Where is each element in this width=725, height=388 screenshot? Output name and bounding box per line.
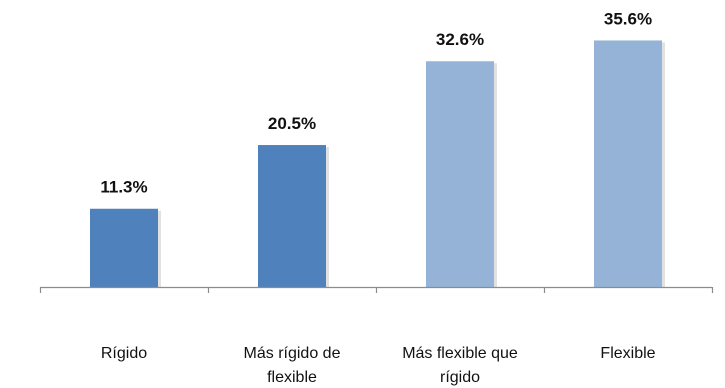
bar — [90, 209, 158, 287]
category-labels-group: Rígido Más rígido de flexible Más flexible … — [101, 345, 656, 386]
bar — [426, 61, 494, 287]
data-labels-group: 11.3% 20.5% 32.6% 35.6% — [100, 9, 652, 196]
bar — [594, 40, 662, 287]
bars-group — [90, 40, 665, 287]
bar — [258, 145, 326, 287]
category-label: Más rígido de flexible — [244, 345, 341, 386]
data-label: 20.5% — [268, 114, 316, 133]
category-label: Más flexible que rígido — [402, 345, 518, 386]
data-label: 35.6% — [604, 9, 652, 28]
data-label: 32.6% — [436, 30, 484, 49]
category-label: Flexible — [600, 345, 655, 362]
data-label: 11.3% — [100, 178, 147, 197]
category-label: Rígido — [101, 345, 147, 362]
